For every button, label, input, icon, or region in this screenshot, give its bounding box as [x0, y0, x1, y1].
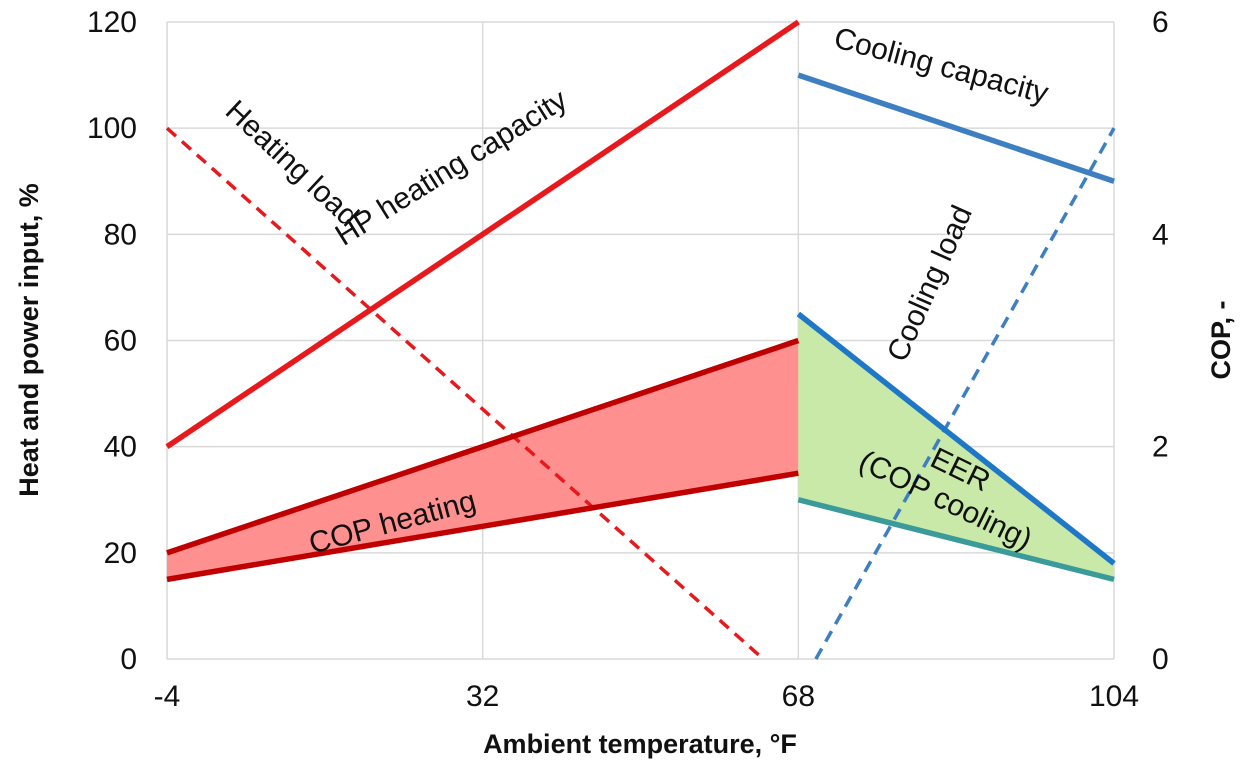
y2-tick-label: 0 [1152, 643, 1169, 676]
x-tick-label: 68 [782, 680, 815, 713]
curve-label-1: Heating load [219, 94, 365, 233]
y-tick-label: 60 [104, 325, 137, 358]
tick-labels: 0 20 40 60 80 100 120 0 2 4 6 -4 32 68 104 [87, 6, 1169, 713]
curve-label-3: Cooling load [881, 201, 979, 367]
y2-tick-label: 2 [1152, 431, 1169, 464]
fill-area-0 [167, 340, 799, 580]
grid [166, 21, 1115, 660]
x-axis-title: Ambient temperature, °F [483, 729, 797, 759]
series-line-6 [796, 311, 1116, 566]
series-line-2 [797, 72, 1115, 184]
y2-axis-title: COP, - [1206, 300, 1236, 379]
y-axis-title: Heat and power input, % [14, 183, 44, 497]
y-tick-label: 80 [104, 218, 137, 251]
series-line-1 [165, 126, 765, 661]
x-tick-label: 32 [466, 680, 499, 713]
y-tick-label: 100 [87, 112, 137, 145]
curve-label-0: HP heating capacity [330, 83, 573, 252]
y2-tick-label: 4 [1152, 218, 1169, 251]
series-line-7 [797, 497, 1115, 583]
y-tick-label: 0 [120, 643, 137, 676]
y-tick-label: 20 [104, 537, 137, 570]
y-tick-label: 120 [87, 6, 137, 39]
series-line-4 [166, 337, 800, 556]
series-line-5 [166, 470, 799, 583]
x-tick-label: -4 [154, 680, 181, 713]
cop-fill-areas [167, 313, 1114, 580]
series-line-3 [814, 127, 1116, 660]
y2-tick-label: 6 [1152, 6, 1169, 39]
y-tick-label: 40 [104, 431, 137, 464]
fill-area-1 [798, 313, 1114, 580]
x-tick-label: 104 [1089, 680, 1139, 713]
series-lines [165, 19, 1116, 661]
series-line-0 [165, 19, 800, 449]
